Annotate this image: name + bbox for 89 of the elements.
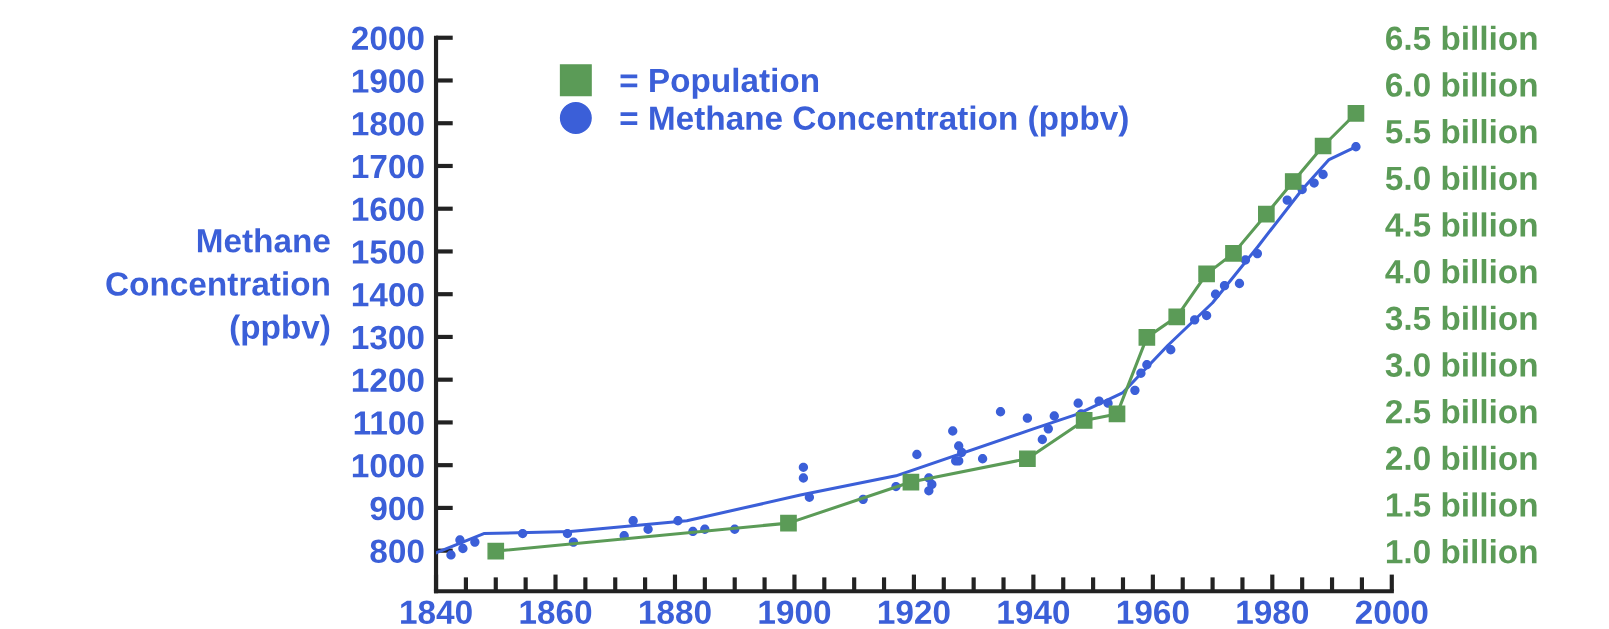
legend-label: = Population (620, 67, 819, 99)
point (1103, 398, 1113, 408)
y-tick-label: 1300 (352, 325, 424, 350)
point (902, 473, 920, 491)
point (1282, 195, 1292, 205)
point (673, 516, 683, 526)
point (927, 479, 937, 490)
y-tick-label: 2000 (351, 26, 424, 51)
y-tick-label: 1000 (352, 453, 424, 478)
y2-tick-label: 6.5 billion (1386, 25, 1537, 51)
y-tick-label: 1100 (354, 411, 424, 435)
point (1019, 450, 1036, 468)
x-tick-label: 1840 (401, 600, 472, 625)
point (1309, 178, 1319, 188)
point (1234, 278, 1245, 289)
y-tick-label: 1200 (352, 368, 424, 393)
y-tick-label: 1600 (352, 197, 424, 222)
x-tick-label: 1900 (759, 600, 831, 625)
x-tick-label: 2000 (1355, 600, 1428, 625)
point (446, 550, 456, 560)
legend-label: = Methane Concentration (ppbv) (620, 105, 1128, 137)
y2-tick-label: 5.0 billion (1385, 165, 1537, 191)
y-tick-label: 900 (370, 496, 424, 521)
point (1252, 248, 1263, 259)
point (458, 543, 468, 554)
x-tick-label: 1940 (998, 600, 1070, 625)
point (1049, 411, 1059, 421)
x-tick-label: 1880 (640, 600, 711, 625)
point (1201, 310, 1212, 321)
point (1142, 360, 1152, 370)
point (1225, 245, 1242, 262)
point (948, 426, 958, 436)
x-tick-label: 1920 (878, 600, 950, 625)
point (455, 535, 465, 545)
point (1190, 315, 1200, 325)
point (1318, 169, 1328, 180)
x-tick-label: 1860 (520, 600, 592, 625)
point (562, 528, 573, 539)
y-tick-label: 1400 (352, 283, 424, 307)
point (780, 514, 797, 532)
point (1351, 142, 1361, 152)
point (1073, 398, 1083, 408)
y-tick-label: 1800 (352, 112, 424, 136)
y2-tick-label: 1.0 billion (1386, 539, 1537, 564)
x-tick-label: 1960 (1117, 600, 1189, 625)
y-tick-label: 800 (370, 539, 424, 564)
y2-tick-label: 6.0 billion (1386, 72, 1537, 97)
y2-tick-label: 1.5 billion (1386, 492, 1537, 517)
point (1138, 329, 1156, 346)
point (1210, 289, 1221, 299)
point (1168, 308, 1186, 326)
point (1198, 265, 1215, 283)
y2-tick-label: 2.0 billion (1386, 445, 1537, 471)
point (1219, 280, 1230, 291)
point (1037, 434, 1047, 445)
point (995, 407, 1006, 417)
point (798, 473, 809, 483)
y2-tick-label: 4.5 billion (1385, 212, 1537, 237)
y-tick-label: 1700 (352, 154, 424, 179)
point (628, 516, 638, 526)
point (1094, 396, 1104, 406)
point (518, 528, 528, 539)
point (1136, 368, 1146, 378)
point (1108, 405, 1126, 423)
point (643, 524, 653, 534)
point (1166, 345, 1176, 355)
y-tick-label: 1900 (352, 69, 424, 93)
point (1284, 173, 1302, 190)
point (977, 454, 988, 464)
y2-tick-label: 2.5 billion (1386, 399, 1537, 424)
point (957, 447, 967, 457)
y2-tick-label: 3.5 billion (1385, 305, 1537, 331)
point (1022, 413, 1033, 423)
point (1314, 137, 1332, 155)
y2-tick-label: 3.0 billion (1385, 352, 1537, 377)
y-axis-title: Methane Concentration (ppbv) (106, 228, 330, 346)
y-tick-label: 1500 (352, 240, 424, 264)
point (1258, 205, 1275, 223)
point (1347, 105, 1365, 122)
point (1130, 385, 1140, 396)
point (470, 537, 480, 547)
x-tick-label: 1980 (1237, 600, 1309, 625)
point (487, 542, 505, 560)
point (798, 462, 809, 472)
point (1075, 412, 1093, 429)
point (1043, 424, 1053, 434)
y2-tick-label: 5.5 billion (1385, 119, 1537, 144)
point (912, 449, 922, 460)
y2-tick-label: 4.0 billion (1385, 259, 1537, 284)
